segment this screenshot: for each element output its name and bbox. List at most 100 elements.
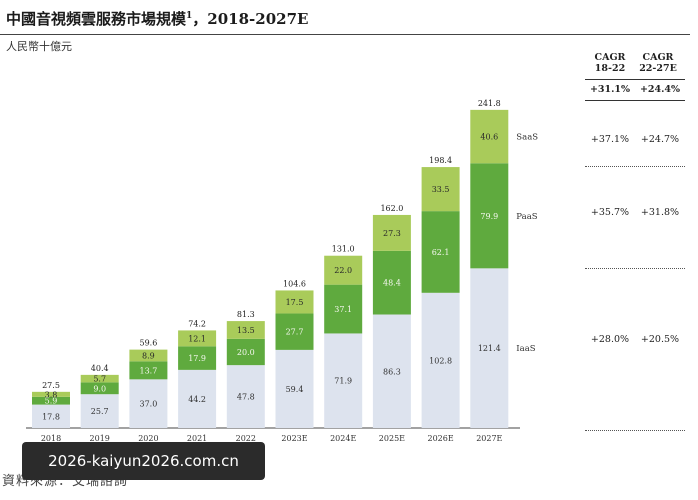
cagr-iaas-18-22: +28.0%: [590, 334, 630, 345]
table-row-divider: [585, 430, 685, 431]
data-label-saas: 3.8: [45, 390, 58, 399]
data-label-saas: 40.6: [480, 133, 498, 142]
bar-paas-2022: [226, 338, 265, 366]
bar-iaas-2027E: [470, 268, 509, 428]
bar-saas-2023E: [275, 290, 314, 314]
data-label-saas: 22.0: [334, 266, 352, 275]
bar-iaas-2026E: [421, 292, 460, 428]
cagr-paas-18-22: +35.7%: [590, 207, 630, 218]
table-row-divider: [585, 166, 685, 167]
title-rule: [0, 34, 690, 35]
data-label-iaas: 44.2: [188, 395, 206, 404]
bar-iaas-2019: [80, 394, 119, 428]
bar-saas-2026E: [421, 167, 460, 212]
bar-iaas-2022: [226, 365, 265, 428]
bar-paas-2027E: [470, 163, 509, 269]
total-label: 241.8: [478, 99, 501, 108]
data-label-paas: 20.0: [237, 348, 255, 357]
total-label: 81.3: [237, 310, 255, 319]
legend-label-iaas: IaaS: [516, 344, 535, 354]
data-label-iaas: 71.9: [334, 377, 352, 386]
data-label-saas: 17.5: [286, 298, 304, 307]
legend-label-saas: SaaS: [516, 133, 538, 143]
cagr-total-18-22: +31.1%: [589, 84, 631, 95]
data-label-paas: 5.9: [45, 397, 58, 406]
bar-iaas-2024E: [324, 333, 363, 428]
x-tick-label: 2019: [90, 434, 110, 443]
data-label-paas: 79.9: [480, 212, 498, 221]
bar-paas-2019: [80, 382, 119, 395]
bar-paas-2021: [178, 346, 217, 370]
cagr-header-line1: CAGR: [594, 52, 626, 63]
bar-iaas-2020: [129, 379, 168, 428]
data-label-saas: 27.3: [383, 229, 401, 238]
total-label: 131.0: [332, 245, 355, 254]
bar-saas-2019: [80, 374, 119, 383]
data-label-paas: 27.7: [286, 328, 304, 337]
cagr-header-18-22: CAGR 18-22: [588, 52, 632, 74]
title-text: 中國音視頻雲服務市場規模: [6, 10, 187, 28]
data-label-iaas: 59.4: [286, 385, 304, 394]
total-label: 198.4: [429, 156, 452, 165]
bar-saas-2025E: [372, 214, 411, 251]
total-label: 104.6: [283, 279, 306, 288]
data-label-saas: 12.1: [188, 334, 206, 343]
total-label: 27.5: [42, 381, 60, 390]
cagr-saas-18-22: +37.1%: [590, 134, 630, 145]
data-label-iaas: 121.4: [478, 344, 501, 353]
x-tick-label: 2020: [138, 434, 158, 443]
table-total-rule: [585, 100, 685, 101]
legend-label-paas: PaaS: [516, 212, 537, 222]
bar-saas-2020: [129, 349, 168, 362]
x-tick-label: 2024E: [330, 434, 356, 443]
cagr-header-22-27: CAGR 22-27E: [636, 52, 680, 74]
data-label-saas: 5.7: [93, 375, 106, 384]
table-row-divider: [585, 268, 685, 269]
chart-title: 中國音視頻雲服務市場規模1，2018-2027E: [6, 8, 308, 29]
bar-saas-2021: [178, 330, 217, 347]
bar-paas-2025E: [372, 250, 411, 315]
x-tick-label: 2027E: [476, 434, 502, 443]
data-label-saas: 33.5: [432, 185, 450, 194]
bar-paas-2026E: [421, 211, 460, 293]
total-label: 162.0: [380, 204, 403, 213]
x-tick-label: 2026E: [427, 434, 453, 443]
table-header-rule: [585, 79, 685, 80]
x-tick-label: 2018: [41, 434, 61, 443]
data-label-paas: 37.1: [334, 305, 352, 314]
data-label-iaas: 37.0: [139, 400, 157, 409]
total-label: 40.4: [91, 364, 109, 373]
cagr-header-line2: 22-27E: [639, 63, 677, 74]
bar-saas-2018: [32, 391, 70, 397]
title-year-range: ，2018-2027E: [192, 10, 309, 28]
cagr-iaas-22-27: +20.5%: [640, 334, 680, 345]
bar-paas-2020: [129, 361, 168, 380]
bar-iaas-2021: [178, 369, 217, 428]
data-label-iaas: 25.7: [91, 407, 109, 416]
bar-saas-2027E: [470, 109, 509, 164]
cagr-header-line2: 18-22: [594, 63, 626, 74]
x-tick-label: 2021: [187, 434, 207, 443]
x-tick-label: 2023E: [281, 434, 307, 443]
bar-iaas-2018: [32, 404, 70, 428]
bar-paas-2018: [32, 396, 70, 405]
cagr-header-line1: CAGR: [642, 52, 674, 63]
bar-iaas-2023E: [275, 349, 314, 428]
unit-label: 人民幣十億元: [6, 40, 72, 53]
total-label: 74.2: [188, 319, 206, 328]
title-footnote-marker: 1: [186, 11, 193, 21]
data-label-iaas: 102.8: [429, 356, 452, 365]
bar-paas-2023E: [275, 313, 314, 350]
cagr-total-22-27: +24.4%: [639, 84, 681, 95]
data-label-saas: 8.9: [142, 351, 155, 360]
data-label-paas: 48.4: [383, 279, 401, 288]
bar-saas-2024E: [324, 255, 363, 285]
data-label-paas: 13.7: [139, 366, 157, 375]
bar-saas-2022: [226, 321, 265, 339]
data-label-saas: 13.5: [237, 326, 255, 335]
cagr-saas-22-27: +24.7%: [640, 134, 680, 145]
data-label-paas: 9.0: [93, 384, 106, 393]
bar-iaas-2025E: [372, 314, 411, 428]
data-label-paas: 62.1: [432, 248, 450, 257]
